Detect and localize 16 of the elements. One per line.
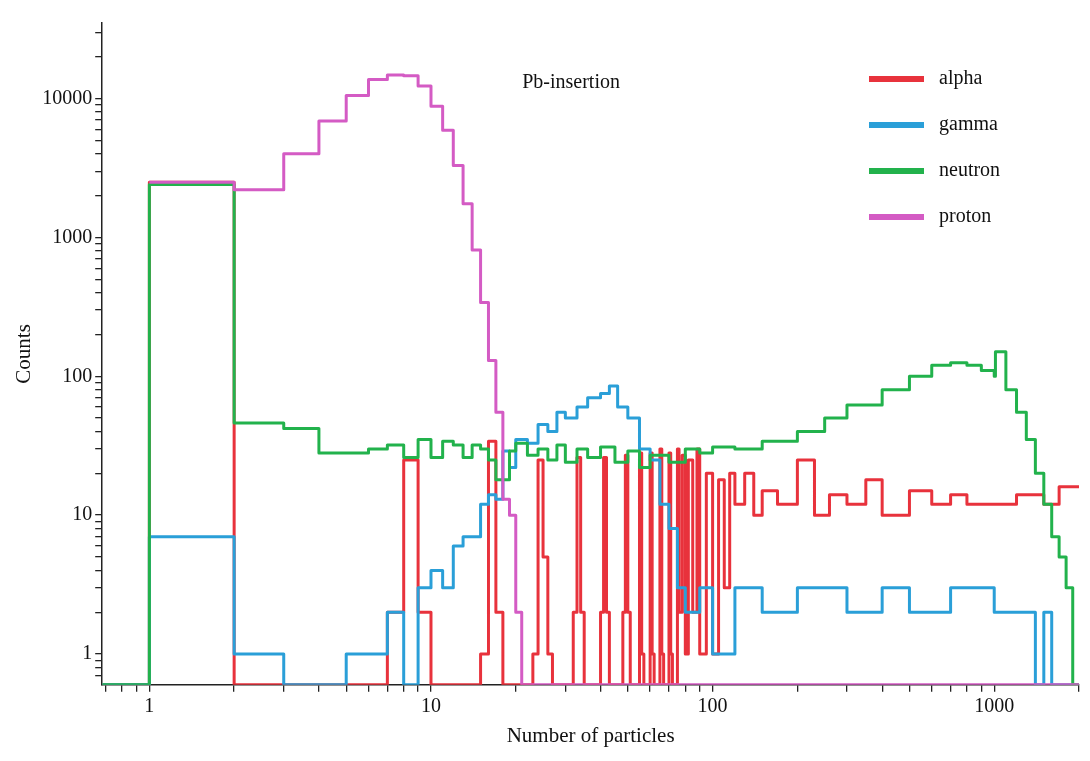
x-tick-label: 1000: [974, 694, 1015, 717]
legend-label: proton: [939, 204, 992, 228]
y-tick-label: 100: [62, 363, 93, 386]
y-tick-label: 10: [72, 502, 93, 525]
y-tick-label: 10000: [42, 85, 93, 108]
x-tick-label: 10: [420, 694, 441, 717]
y-tick-label: 1000: [52, 224, 93, 247]
text: Pb-insertion: [522, 70, 620, 93]
y-tick-label: 1: [82, 641, 93, 664]
x-tick-label: 1: [144, 694, 155, 717]
x-axis-title: Number of particles: [506, 722, 675, 747]
legend-label: gamma: [939, 112, 998, 136]
legend-label: neutron: [939, 158, 1001, 181]
legend-label: alpha: [939, 66, 983, 90]
y-axis-title: Counts: [11, 324, 36, 384]
x-tick-label: 100: [697, 694, 728, 717]
